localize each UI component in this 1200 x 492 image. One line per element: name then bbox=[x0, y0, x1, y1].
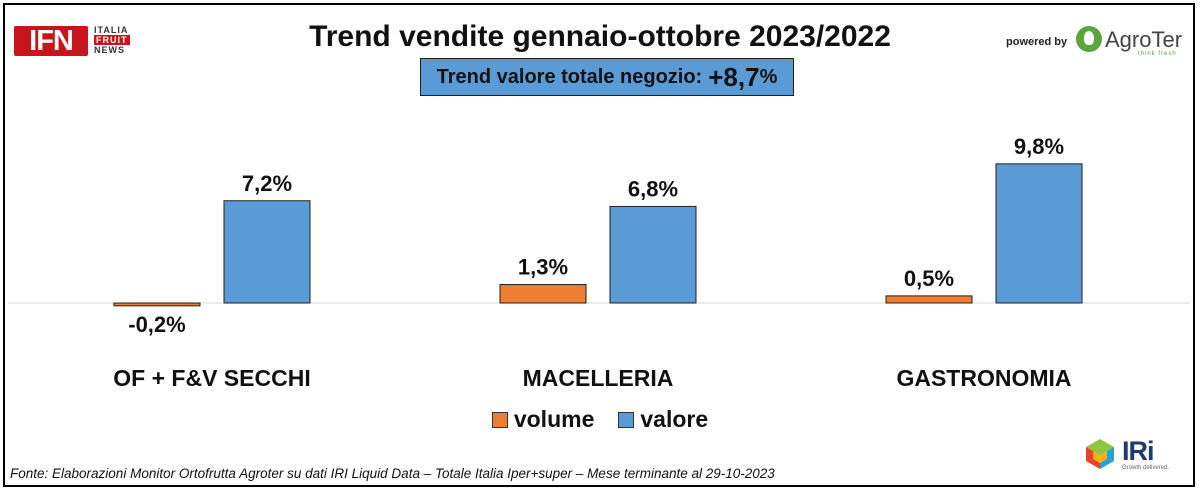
data-label-volume-2: 0,5% bbox=[904, 266, 954, 291]
data-label-volume-0: -0,2% bbox=[128, 312, 185, 337]
legend-label-valore: valore bbox=[640, 406, 709, 432]
category-label-0: OF + F&V SECCHI bbox=[113, 365, 310, 391]
legend-item-valore: valore bbox=[618, 406, 708, 433]
bar-volume-2 bbox=[885, 295, 973, 304]
legend-swatch-volume bbox=[491, 411, 508, 428]
agroter-logo: AgroTer think fresh bbox=[1076, 24, 1186, 60]
data-label-volume-1: 1,3% bbox=[518, 255, 568, 280]
total-trend-box: Trend valore totale negozio: +8,7 % bbox=[420, 58, 794, 96]
agroter-logo-tagline: think fresh bbox=[1138, 51, 1177, 57]
iri-logo-name: IRi bbox=[1122, 436, 1155, 466]
category-label-2: GASTRONOMIA bbox=[896, 365, 1071, 391]
data-label-valore-1: 6,8% bbox=[628, 176, 678, 201]
chart-legend: volume valore bbox=[0, 406, 1200, 433]
total-trend-label: Trend valore totale negozio: bbox=[436, 65, 703, 88]
ifn-logo-text: ITALIA FRUIT NEWS bbox=[94, 25, 130, 55]
source-note: Fonte: Elaborazioni Monitor Ortofrutta A… bbox=[10, 466, 775, 481]
legend-swatch-valore bbox=[618, 411, 635, 428]
iri-logo-tagline: Growth delivered. bbox=[1122, 465, 1170, 471]
chart-title: Trend vendite gennaio-ottobre 2023/2022 bbox=[309, 20, 891, 53]
agroter-leaf-icon bbox=[1076, 26, 1102, 52]
legend-label-volume: volume bbox=[513, 406, 595, 432]
iri-logo: IRi Growth delivered. bbox=[1084, 434, 1184, 478]
ifn-logo-mark: IFN bbox=[14, 26, 88, 56]
agroter-logo-name: AgroTer bbox=[1105, 27, 1183, 52]
powered-by-label: powered by bbox=[1006, 36, 1068, 48]
legend-item-volume: volume bbox=[491, 406, 595, 433]
iri-cube-icon bbox=[1086, 439, 1114, 469]
total-trend-value: +8,7 bbox=[708, 61, 760, 92]
category-label-1: MACELLERIA bbox=[523, 365, 674, 391]
bar-volume-0 bbox=[113, 302, 201, 307]
data-label-valore-2: 9,8% bbox=[1014, 134, 1064, 159]
bar-valore-1 bbox=[609, 205, 697, 304]
data-label-valore-0: 7,2% bbox=[242, 171, 292, 196]
italiafruit-news-logo: IFN ITALIA FRUIT NEWS bbox=[14, 24, 138, 64]
bar-valore-2 bbox=[995, 163, 1083, 304]
total-trend-unit: % bbox=[759, 65, 778, 88]
bar-valore-0 bbox=[223, 200, 311, 304]
bar-volume-1 bbox=[499, 284, 587, 304]
